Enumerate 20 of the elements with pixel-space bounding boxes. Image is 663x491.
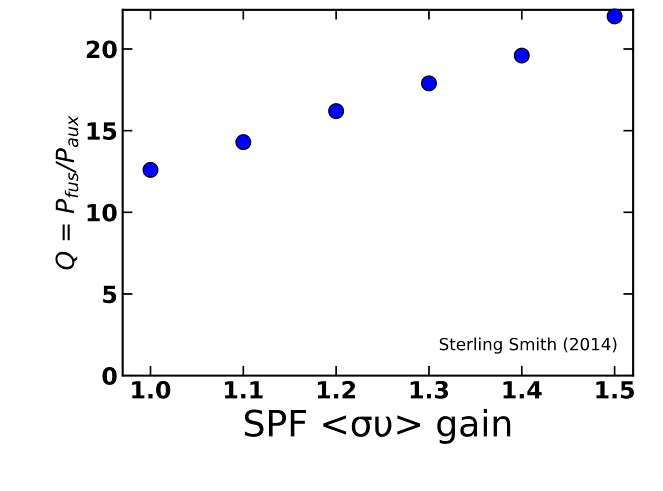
point [328,103,344,120]
x-tick-label: 1.1 [225,381,263,398]
y-tick-label: 15 [88,122,116,140]
y-tick-label: 5 [103,286,116,304]
y-tick-label: 0 [102,367,117,385]
x-tick-label: 1.5 [596,381,634,399]
point [514,48,530,64]
x-tick-label: 1.0 [132,380,170,399]
point [606,8,623,24]
annotation: Sterling Smith (2014) [440,338,616,354]
point [420,75,437,92]
x-tick-label: 1.2 [318,380,356,398]
x-tick-label: 1.4 [504,381,542,398]
y-axis-title: Q = P$_{fus}$/P$_{aux}$ [55,116,78,270]
point [235,134,252,150]
x-axis-title: SPF <συ> gain [244,408,510,444]
x-tick-label: 1.3 [410,380,448,399]
y-tick-label: 10 [88,204,117,222]
y-tick-label: 20 [86,40,117,58]
point [142,162,158,178]
